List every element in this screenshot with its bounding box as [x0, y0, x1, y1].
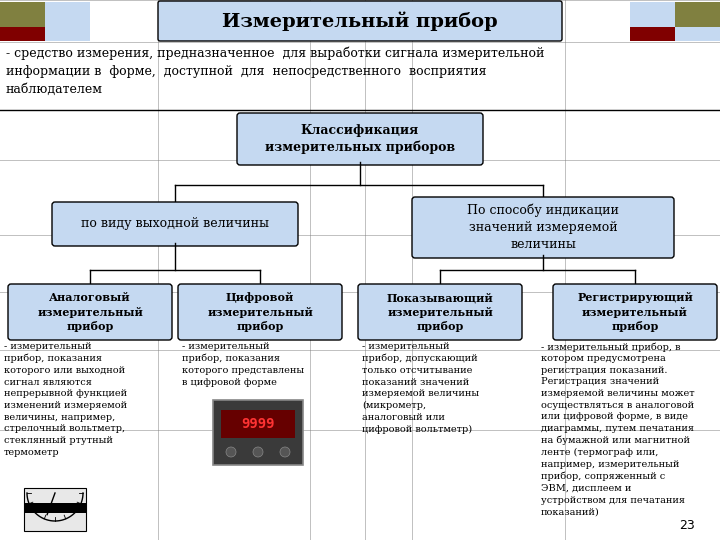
FancyBboxPatch shape	[237, 113, 483, 165]
FancyBboxPatch shape	[158, 1, 562, 41]
Circle shape	[253, 447, 263, 457]
Text: 9999: 9999	[241, 417, 275, 431]
Bar	[0, 27, 45, 41]
Bar	[24, 503, 86, 513]
Text: - измерительный
прибор, допускающий
только отсчитывание
показаний значений
измер: - измерительный прибор, допускающий толь…	[362, 342, 479, 434]
Text: Классификация
измерительных приборов: Классификация измерительных приборов	[265, 124, 455, 154]
Bar	[221, 410, 295, 438]
FancyBboxPatch shape	[358, 284, 522, 340]
FancyBboxPatch shape	[52, 202, 298, 246]
Circle shape	[226, 447, 236, 457]
Bar	[0, 2, 45, 27]
Bar	[675, 27, 720, 41]
Text: - измерительный прибор, в
котором предусмотрена
регистрация показаний.
Регистрац: - измерительный прибор, в котором предус…	[541, 342, 695, 516]
Bar	[213, 400, 303, 465]
Bar	[45, 27, 90, 41]
Text: - измерительный
прибор, показания
которого или выходной
сигнал являются
непрерыв: - измерительный прибор, показания которо…	[4, 342, 127, 457]
Text: - измерительный
прибор, показания
которого представлены
в цифровой форме: - измерительный прибор, показания которо…	[182, 342, 304, 387]
FancyBboxPatch shape	[553, 284, 717, 340]
FancyBboxPatch shape	[8, 284, 172, 340]
Bar	[24, 488, 86, 531]
Text: Показывающий
измерительный
прибор: Показывающий измерительный прибор	[387, 292, 493, 332]
Circle shape	[280, 447, 290, 457]
Bar	[675, 2, 720, 27]
Text: Измерительный прибор: Измерительный прибор	[222, 11, 498, 31]
FancyBboxPatch shape	[412, 197, 674, 258]
Text: Аналоговый
измерительный
прибор: Аналоговый измерительный прибор	[37, 292, 143, 332]
Bar	[45, 2, 90, 27]
Text: по виду выходной величины: по виду выходной величины	[81, 218, 269, 231]
Text: 23: 23	[679, 519, 695, 532]
Text: Цифровой
измерительный
прибор: Цифровой измерительный прибор	[207, 292, 313, 332]
Text: Регистрирующий
измерительный
прибор: Регистрирующий измерительный прибор	[577, 292, 693, 332]
Text: - средство измерения, предназначенное  для выработки сигнала измерительной
инфор: - средство измерения, предназначенное дл…	[6, 47, 544, 96]
FancyBboxPatch shape	[178, 284, 342, 340]
Text: По способу индикации
значений измеряемой
величины: По способу индикации значений измеряемой…	[467, 204, 619, 251]
Bar	[630, 2, 675, 27]
Bar	[630, 27, 675, 41]
